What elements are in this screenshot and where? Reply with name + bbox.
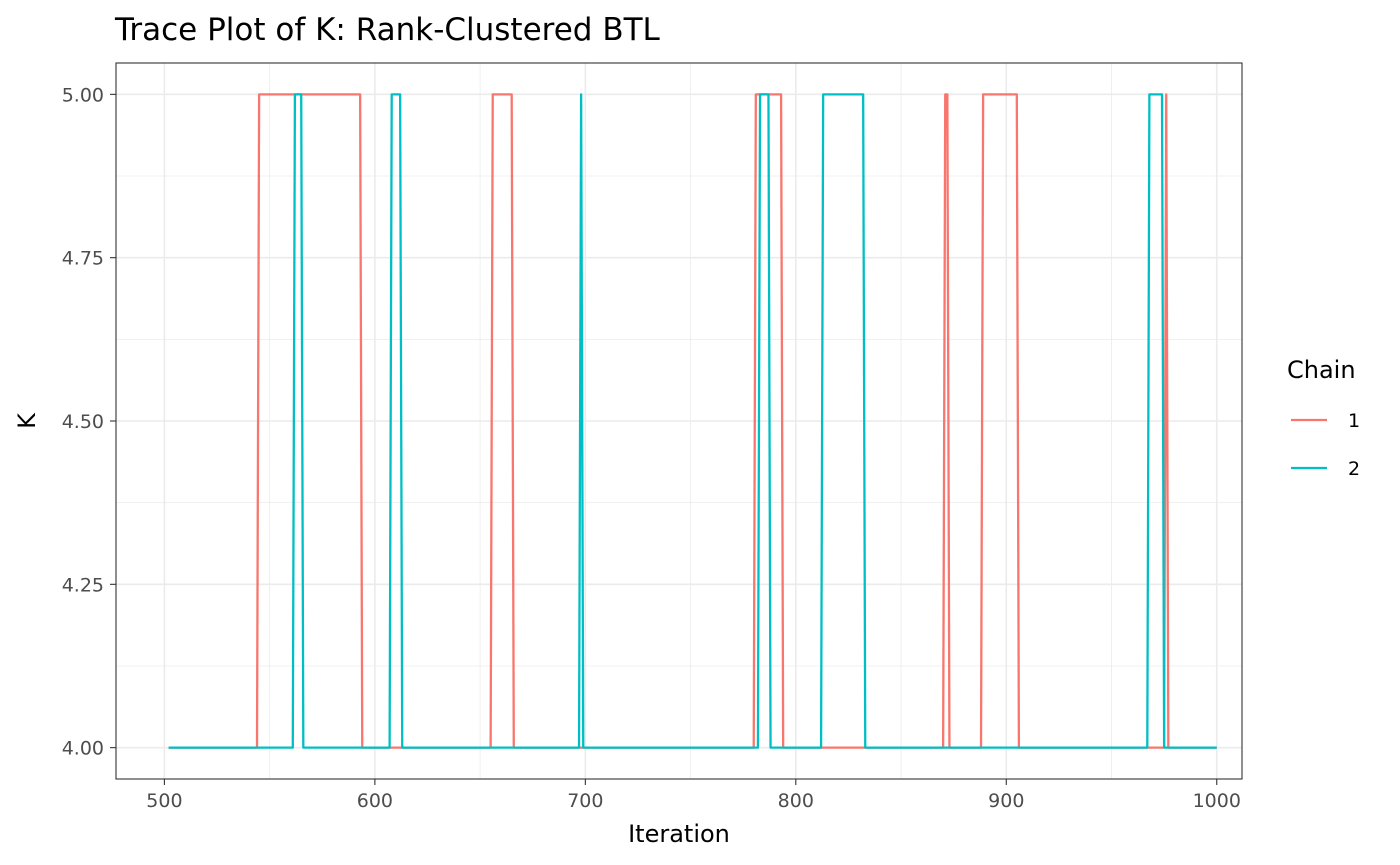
x-tick-label: 600 — [357, 790, 393, 812]
y-tick-label: 4.00 — [62, 738, 104, 760]
x-tick-label: 500 — [146, 790, 182, 812]
x-tick-label: 800 — [778, 790, 814, 812]
legend: Chain 1 2 — [1287, 356, 1360, 480]
y-axis-title: K — [13, 412, 41, 429]
chart-title: Trace Plot of K: Rank-Clustered BTL — [114, 12, 661, 48]
y-tick-label: 4.75 — [62, 248, 104, 270]
legend-label-chain-1: 1 — [1348, 410, 1360, 432]
y-tick-label: 4.25 — [62, 574, 104, 596]
series-line-chain-2 — [168, 93, 1217, 749]
x-tick-label: 700 — [567, 790, 603, 812]
series-layer — [168, 93, 1217, 749]
legend-title: Chain — [1287, 356, 1356, 384]
x-axis-title: Iteration — [628, 820, 730, 848]
major-gridlines — [116, 63, 1242, 779]
x-axis: 500 600 700 800 900 1000 — [146, 779, 1241, 812]
x-tick-label: 900 — [988, 790, 1024, 812]
legend-label-chain-2: 2 — [1348, 458, 1360, 480]
x-tick-label: 1000 — [1193, 790, 1241, 812]
y-axis: 4.00 4.25 4.50 4.75 5.00 — [62, 84, 116, 760]
y-tick-label: 5.00 — [62, 84, 104, 106]
y-tick-label: 4.50 — [62, 411, 104, 433]
